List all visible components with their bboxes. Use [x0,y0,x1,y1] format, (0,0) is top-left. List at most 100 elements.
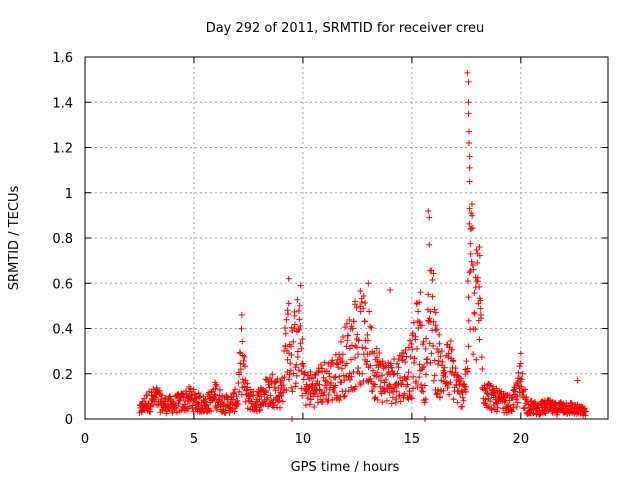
data-point [271,378,278,385]
data-point [447,379,454,386]
data-point [239,384,246,391]
data-point [357,308,364,315]
data-point [450,396,457,403]
data-point [343,343,350,350]
data-point [488,406,495,413]
data-point [362,299,369,306]
data-point [367,362,374,369]
data-point [512,388,519,395]
data-point [454,399,461,406]
data-point [138,408,145,415]
data-point [341,377,348,384]
data-point [268,380,275,387]
data-point [422,396,429,403]
data-point [473,246,480,253]
data-point [343,320,350,327]
data-point [399,357,406,364]
data-point [235,380,242,387]
data-point [305,372,312,379]
data-point [410,385,417,392]
data-point [476,244,483,251]
data-point [252,403,259,410]
x-axis-ticks: 0 5 10 15 20 [81,57,529,447]
data-point [357,381,364,388]
data-point [468,210,475,217]
data-point [233,393,240,400]
data-point [280,382,287,389]
data-point [182,401,189,408]
data-point [300,376,307,383]
y-tick-label: 1 [65,187,73,202]
data-point [466,164,473,171]
data-point [339,358,346,365]
data-point [237,360,244,367]
data-point [241,383,248,390]
data-point [517,350,524,357]
data-point [429,276,436,283]
data-point [410,359,417,366]
data-point [404,374,411,381]
data-point [477,305,484,312]
data-point [267,392,274,399]
data-point [274,376,281,383]
data-point [291,321,298,328]
data-point [430,270,437,277]
data-point [284,356,291,363]
data-point [263,389,270,396]
data-point [361,318,368,325]
data-point [308,396,315,403]
data-point [298,385,305,392]
data-point [290,338,297,345]
data-point [309,381,316,388]
data-point [310,375,317,382]
data-point [369,367,376,374]
data-point [426,340,433,347]
data-point [287,367,294,374]
data-point [468,258,475,265]
data-point [468,201,475,208]
data-point [177,396,184,403]
data-point [478,354,485,361]
data-point [296,316,303,323]
data-point [448,346,455,353]
data-point [405,344,412,351]
data-point [434,390,441,397]
data-point [521,405,528,412]
data-point [176,397,183,404]
data-point [467,268,474,275]
data-point [379,399,386,406]
data-point [393,360,400,367]
data-point [402,346,409,353]
data-point [471,310,478,317]
data-point [355,337,362,344]
data-point [431,372,438,379]
data-point [338,365,345,372]
data-point [292,383,299,390]
data-point [465,99,472,106]
data-point [230,396,237,403]
data-point [285,275,292,282]
data-point [400,350,407,357]
data-point [289,388,296,395]
data-point [458,387,465,394]
data-point [429,293,436,300]
data-point [375,373,382,380]
data-point [446,391,453,398]
data-point [241,363,248,370]
data-point [435,386,442,393]
data-point [298,345,305,352]
data-point [469,262,476,269]
data-point [417,289,424,296]
data-point [337,359,344,366]
data-point [514,399,521,406]
data-point [314,378,321,385]
data-point [411,355,418,362]
data-point [152,394,159,401]
data-points [136,69,589,422]
data-point [476,336,483,343]
data-point [217,386,224,393]
data-point [465,78,472,85]
data-point [475,300,482,307]
data-point [433,326,440,333]
data-point [293,372,300,379]
